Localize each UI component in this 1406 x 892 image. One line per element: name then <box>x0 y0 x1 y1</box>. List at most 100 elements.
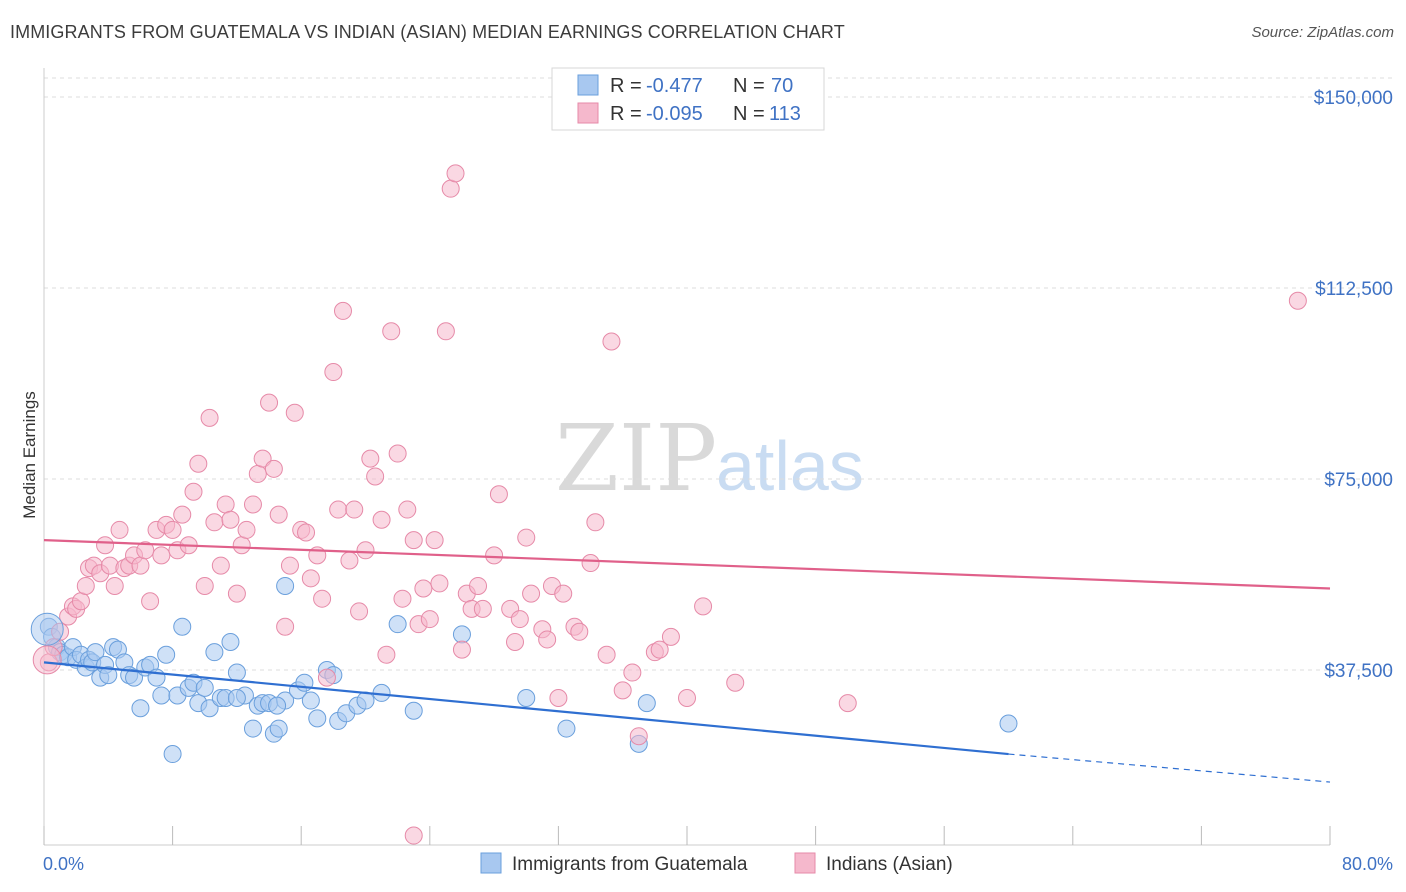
data-point-indian <box>388 444 407 463</box>
data-point-indian <box>163 520 182 539</box>
legend-swatch-indian <box>577 102 599 124</box>
trend-line-guatemala <box>43 661 1009 756</box>
data-point-guatemala <box>227 689 246 708</box>
data-point-guatemala <box>99 666 118 685</box>
data-point-indian <box>581 554 600 573</box>
data-point-indian <box>510 610 529 629</box>
data-point-indian <box>404 826 423 845</box>
data-point-indian-cluster <box>32 645 62 675</box>
data-point-indian <box>350 602 369 621</box>
y-tick-label: $37,500 <box>1324 661 1393 682</box>
data-point-indian <box>586 513 605 532</box>
data-point-guatemala <box>163 745 182 764</box>
data-point-indian <box>469 576 488 595</box>
data-point-guatemala <box>388 615 407 634</box>
data-point-indian <box>398 500 417 519</box>
data-point-indian <box>105 576 124 595</box>
data-point-guatemala <box>269 719 288 738</box>
data-point-indian <box>253 449 272 468</box>
data-point-indian <box>441 179 460 198</box>
data-point-indian <box>377 645 396 664</box>
data-point-indian <box>554 584 573 603</box>
data-point-guatemala <box>173 617 192 636</box>
data-point-indian <box>694 597 713 616</box>
data-point-indian <box>420 610 439 629</box>
data-point-indian <box>726 673 745 692</box>
legend-r-value-1: -0.477 <box>646 75 703 97</box>
legend-bottom-swatch-guatemala <box>480 852 502 874</box>
data-point-indian <box>372 510 391 529</box>
data-point-indian <box>297 523 316 542</box>
data-point-indian <box>269 505 288 524</box>
data-point-indian <box>549 689 568 708</box>
data-point-guatemala <box>404 701 423 720</box>
data-point-indian <box>414 579 433 598</box>
data-point-indian <box>232 536 251 555</box>
y-tick-label: $150,000 <box>1314 88 1393 109</box>
data-point-indian <box>96 536 115 555</box>
data-point-indian <box>280 556 299 575</box>
data-point-indian <box>276 617 295 636</box>
data-point-indian <box>333 301 352 320</box>
data-point-indian <box>404 531 423 550</box>
data-point-indian <box>221 510 240 529</box>
x-tick-label-max: 80.0% <box>1342 854 1393 874</box>
legend-swatch-guatemala <box>577 74 599 96</box>
data-point-indian <box>570 622 589 641</box>
data-point-indian <box>538 630 557 649</box>
legend-n-label-2: N = <box>733 103 765 125</box>
data-point-indian <box>200 408 219 427</box>
data-point-guatemala <box>200 699 219 718</box>
y-axis-title: Median Earnings <box>20 391 39 519</box>
data-point-indian <box>340 551 359 570</box>
data-point-indian <box>446 164 465 183</box>
data-point-indian <box>216 495 235 514</box>
legend-bottom: Immigrants from Guatemala Indians (Asian… <box>480 852 953 875</box>
legend-bottom-label-guatemala: Immigrants from Guatemala <box>512 854 748 875</box>
data-point-indian <box>517 528 536 547</box>
trend-line-guatemala-extension <box>1008 753 1331 783</box>
watermark-atlas: atlas <box>716 427 864 505</box>
data-point-indian <box>141 592 160 611</box>
trend-lines <box>43 539 1331 783</box>
y-tick-label: $112,500 <box>1315 279 1393 300</box>
data-point-indian <box>264 459 283 478</box>
data-point-guatemala <box>557 719 576 738</box>
data-point-indian <box>211 556 230 575</box>
legend-n-value-1: 70 <box>771 75 793 97</box>
data-point-indian <box>301 569 320 588</box>
data-point-indian <box>131 556 150 575</box>
data-point-indian <box>205 513 224 532</box>
data-point-guatemala <box>157 645 176 664</box>
data-points <box>30 164 1307 845</box>
data-point-guatemala <box>205 643 224 662</box>
axes: $37,500 $75,000 $112,500 $150,000 <box>43 68 1393 846</box>
data-point-guatemala <box>152 686 171 705</box>
data-point-indian <box>505 632 524 651</box>
data-point-indian <box>356 541 375 560</box>
data-point-indian <box>71 592 90 611</box>
data-point-guatemala-cluster <box>30 612 64 646</box>
data-point-indian <box>838 694 857 713</box>
data-point-indian <box>76 576 95 595</box>
data-point-indian <box>678 689 696 708</box>
data-point-indian <box>602 332 621 351</box>
chart-title: IMMIGRANTS FROM GUATEMALA VS INDIAN (ASI… <box>10 22 845 42</box>
data-point-indian <box>110 520 129 539</box>
data-point-indian <box>629 727 648 746</box>
data-point-guatemala <box>637 694 656 713</box>
legend-top: R = -0.477 N = 70 R = -0.095 N = 113 <box>551 67 825 131</box>
data-point-guatemala <box>301 691 320 710</box>
data-point-indian <box>473 599 492 618</box>
data-point-indian <box>324 363 343 382</box>
data-point-guatemala <box>452 625 471 644</box>
grid-lines <box>44 77 1393 671</box>
data-point-indian <box>345 500 364 519</box>
data-point-indian <box>661 627 680 646</box>
data-point-guatemala <box>356 691 375 710</box>
legend-bottom-label-indian: Indians (Asian) <box>826 854 953 875</box>
data-point-guatemala <box>195 678 214 697</box>
data-point-indian <box>613 681 632 700</box>
data-point-indian <box>136 541 155 560</box>
data-point-guatemala <box>227 663 246 682</box>
